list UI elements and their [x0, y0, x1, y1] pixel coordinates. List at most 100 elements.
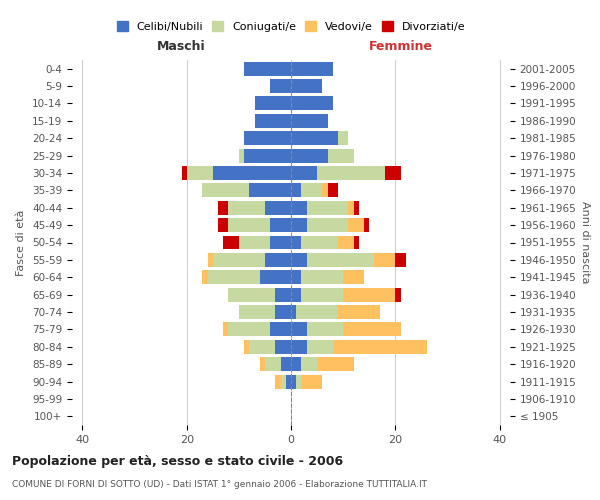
Bar: [291, 374, 296, 388]
Bar: [317, 166, 385, 180]
Bar: [202, 184, 249, 198]
Bar: [338, 305, 380, 319]
Bar: [239, 305, 275, 319]
Bar: [286, 374, 291, 388]
Text: Maschi: Maschi: [157, 40, 206, 53]
Bar: [349, 218, 364, 232]
Bar: [254, 96, 291, 110]
Bar: [229, 218, 270, 232]
Bar: [187, 166, 213, 180]
Bar: [260, 270, 291, 284]
Bar: [301, 357, 317, 371]
Bar: [291, 270, 301, 284]
Y-axis label: Fasce di età: Fasce di età: [16, 210, 26, 276]
Bar: [275, 305, 291, 319]
Bar: [291, 62, 333, 76]
Bar: [275, 374, 281, 388]
Bar: [307, 201, 349, 214]
Bar: [322, 184, 328, 198]
Bar: [317, 357, 353, 371]
Bar: [291, 288, 301, 302]
Bar: [229, 201, 265, 214]
Bar: [307, 322, 343, 336]
Bar: [275, 340, 291, 353]
Bar: [244, 132, 291, 145]
Bar: [265, 253, 291, 267]
Bar: [307, 253, 374, 267]
Bar: [218, 218, 229, 232]
Bar: [218, 201, 229, 214]
Bar: [270, 79, 291, 93]
Bar: [307, 340, 333, 353]
Bar: [291, 114, 328, 128]
Bar: [254, 114, 291, 128]
Legend: Celibi/Nubili, Coniugati/e, Vedovi/e, Divorziati/e: Celibi/Nubili, Coniugati/e, Vedovi/e, Di…: [113, 18, 469, 36]
Bar: [291, 201, 307, 214]
Bar: [301, 374, 322, 388]
Bar: [291, 322, 307, 336]
Bar: [270, 322, 291, 336]
Bar: [291, 148, 328, 162]
Bar: [395, 253, 406, 267]
Bar: [270, 218, 291, 232]
Bar: [291, 132, 338, 145]
Bar: [223, 236, 239, 250]
Bar: [281, 357, 291, 371]
Bar: [338, 132, 349, 145]
Bar: [291, 236, 301, 250]
Text: COMUNE DI FORNI DI SOTTO (UD) - Dati ISTAT 1° gennaio 2006 - Elaborazione TUTTIT: COMUNE DI FORNI DI SOTTO (UD) - Dati IST…: [12, 480, 427, 489]
Bar: [202, 270, 208, 284]
Bar: [182, 166, 187, 180]
Bar: [291, 79, 322, 93]
Bar: [296, 305, 338, 319]
Bar: [244, 340, 249, 353]
Bar: [223, 322, 229, 336]
Bar: [291, 357, 301, 371]
Bar: [353, 236, 359, 250]
Bar: [249, 184, 291, 198]
Bar: [374, 253, 395, 267]
Bar: [244, 62, 291, 76]
Bar: [291, 184, 301, 198]
Bar: [353, 201, 359, 214]
Bar: [296, 374, 301, 388]
Bar: [349, 201, 353, 214]
Bar: [291, 253, 307, 267]
Bar: [260, 357, 265, 371]
Bar: [333, 340, 427, 353]
Bar: [213, 253, 265, 267]
Bar: [301, 288, 343, 302]
Bar: [265, 357, 281, 371]
Bar: [275, 288, 291, 302]
Bar: [338, 236, 353, 250]
Bar: [265, 201, 291, 214]
Bar: [301, 270, 343, 284]
Bar: [239, 236, 270, 250]
Bar: [291, 305, 296, 319]
Bar: [328, 184, 338, 198]
Bar: [291, 96, 333, 110]
Bar: [343, 288, 395, 302]
Bar: [208, 270, 260, 284]
Bar: [270, 236, 291, 250]
Bar: [343, 270, 364, 284]
Bar: [244, 148, 291, 162]
Bar: [291, 166, 317, 180]
Bar: [301, 236, 338, 250]
Y-axis label: Anni di nascita: Anni di nascita: [580, 201, 590, 284]
Bar: [328, 148, 353, 162]
Bar: [213, 166, 291, 180]
Bar: [291, 340, 307, 353]
Bar: [281, 374, 286, 388]
Bar: [395, 288, 401, 302]
Bar: [229, 322, 270, 336]
Bar: [208, 253, 213, 267]
Bar: [343, 322, 401, 336]
Bar: [385, 166, 401, 180]
Bar: [301, 184, 322, 198]
Bar: [307, 218, 349, 232]
Bar: [364, 218, 369, 232]
Bar: [291, 218, 307, 232]
Text: Femmine: Femmine: [368, 40, 433, 53]
Bar: [239, 148, 244, 162]
